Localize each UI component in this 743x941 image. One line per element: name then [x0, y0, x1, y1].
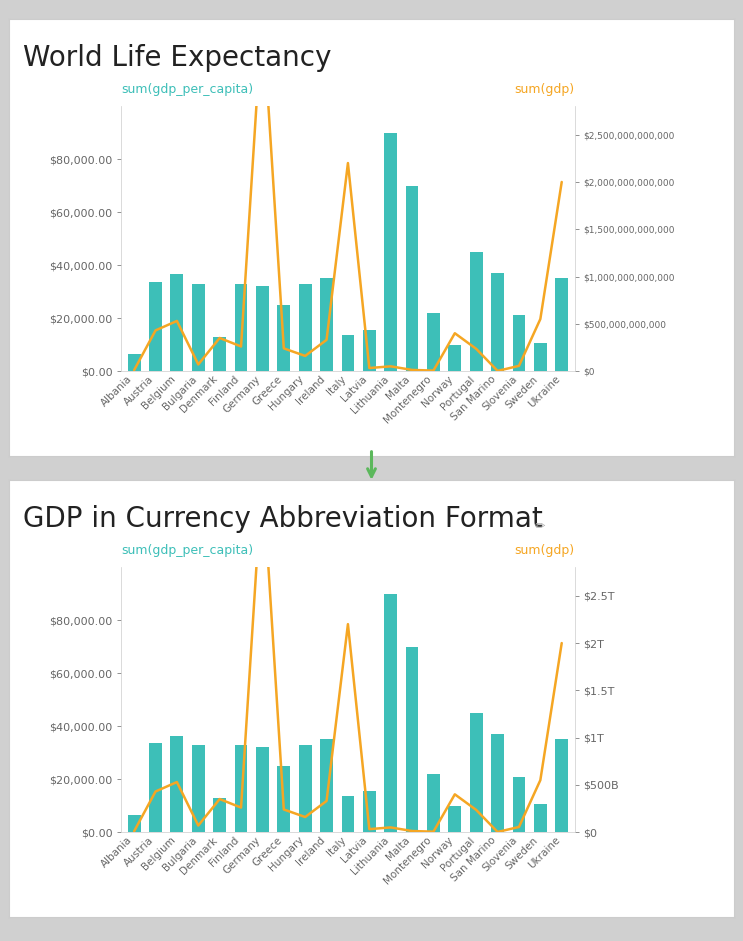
Bar	[128, 354, 140, 371]
Bar	[470, 252, 483, 371]
Bar	[427, 312, 440, 371]
Bar	[192, 744, 204, 832]
Bar	[406, 646, 418, 832]
Bar	[406, 185, 418, 371]
Bar	[170, 736, 184, 832]
Bar	[213, 337, 226, 371]
Bar	[235, 283, 247, 371]
Bar	[384, 133, 397, 371]
Bar	[427, 774, 440, 832]
Bar	[213, 798, 226, 832]
Bar	[320, 740, 333, 832]
Text: ✏: ✏	[535, 519, 545, 533]
Bar	[256, 286, 269, 371]
Bar	[277, 766, 291, 832]
Bar	[513, 315, 525, 371]
Bar	[256, 747, 269, 832]
Text: GDP in Currency Abbreviation Format: GDP in Currency Abbreviation Format	[24, 505, 543, 533]
Bar	[449, 805, 461, 832]
Bar	[384, 594, 397, 832]
Bar	[363, 791, 376, 832]
Bar	[277, 305, 291, 371]
Bar	[534, 805, 547, 832]
Bar	[149, 743, 162, 832]
Bar	[513, 776, 525, 832]
Bar	[534, 343, 547, 371]
Bar	[299, 744, 311, 832]
Bar	[235, 744, 247, 832]
Bar	[363, 330, 376, 371]
Text: World Life Expectancy: World Life Expectancy	[24, 44, 332, 72]
Bar	[555, 740, 568, 832]
Bar	[342, 335, 354, 371]
Bar	[192, 283, 204, 371]
Text: sum(gdp): sum(gdp)	[514, 544, 574, 557]
Bar	[555, 279, 568, 371]
Bar	[449, 344, 461, 371]
Text: sum(gdp_per_capita): sum(gdp_per_capita)	[121, 83, 253, 96]
Bar	[491, 734, 504, 832]
Bar	[149, 282, 162, 371]
Bar	[128, 815, 140, 832]
Bar	[342, 796, 354, 832]
Bar	[170, 275, 184, 371]
Text: sum(gdp_per_capita): sum(gdp_per_capita)	[121, 544, 253, 557]
Bar	[320, 279, 333, 371]
Bar	[470, 713, 483, 832]
Bar	[491, 273, 504, 371]
Text: sum(gdp): sum(gdp)	[514, 83, 574, 96]
Bar	[299, 283, 311, 371]
